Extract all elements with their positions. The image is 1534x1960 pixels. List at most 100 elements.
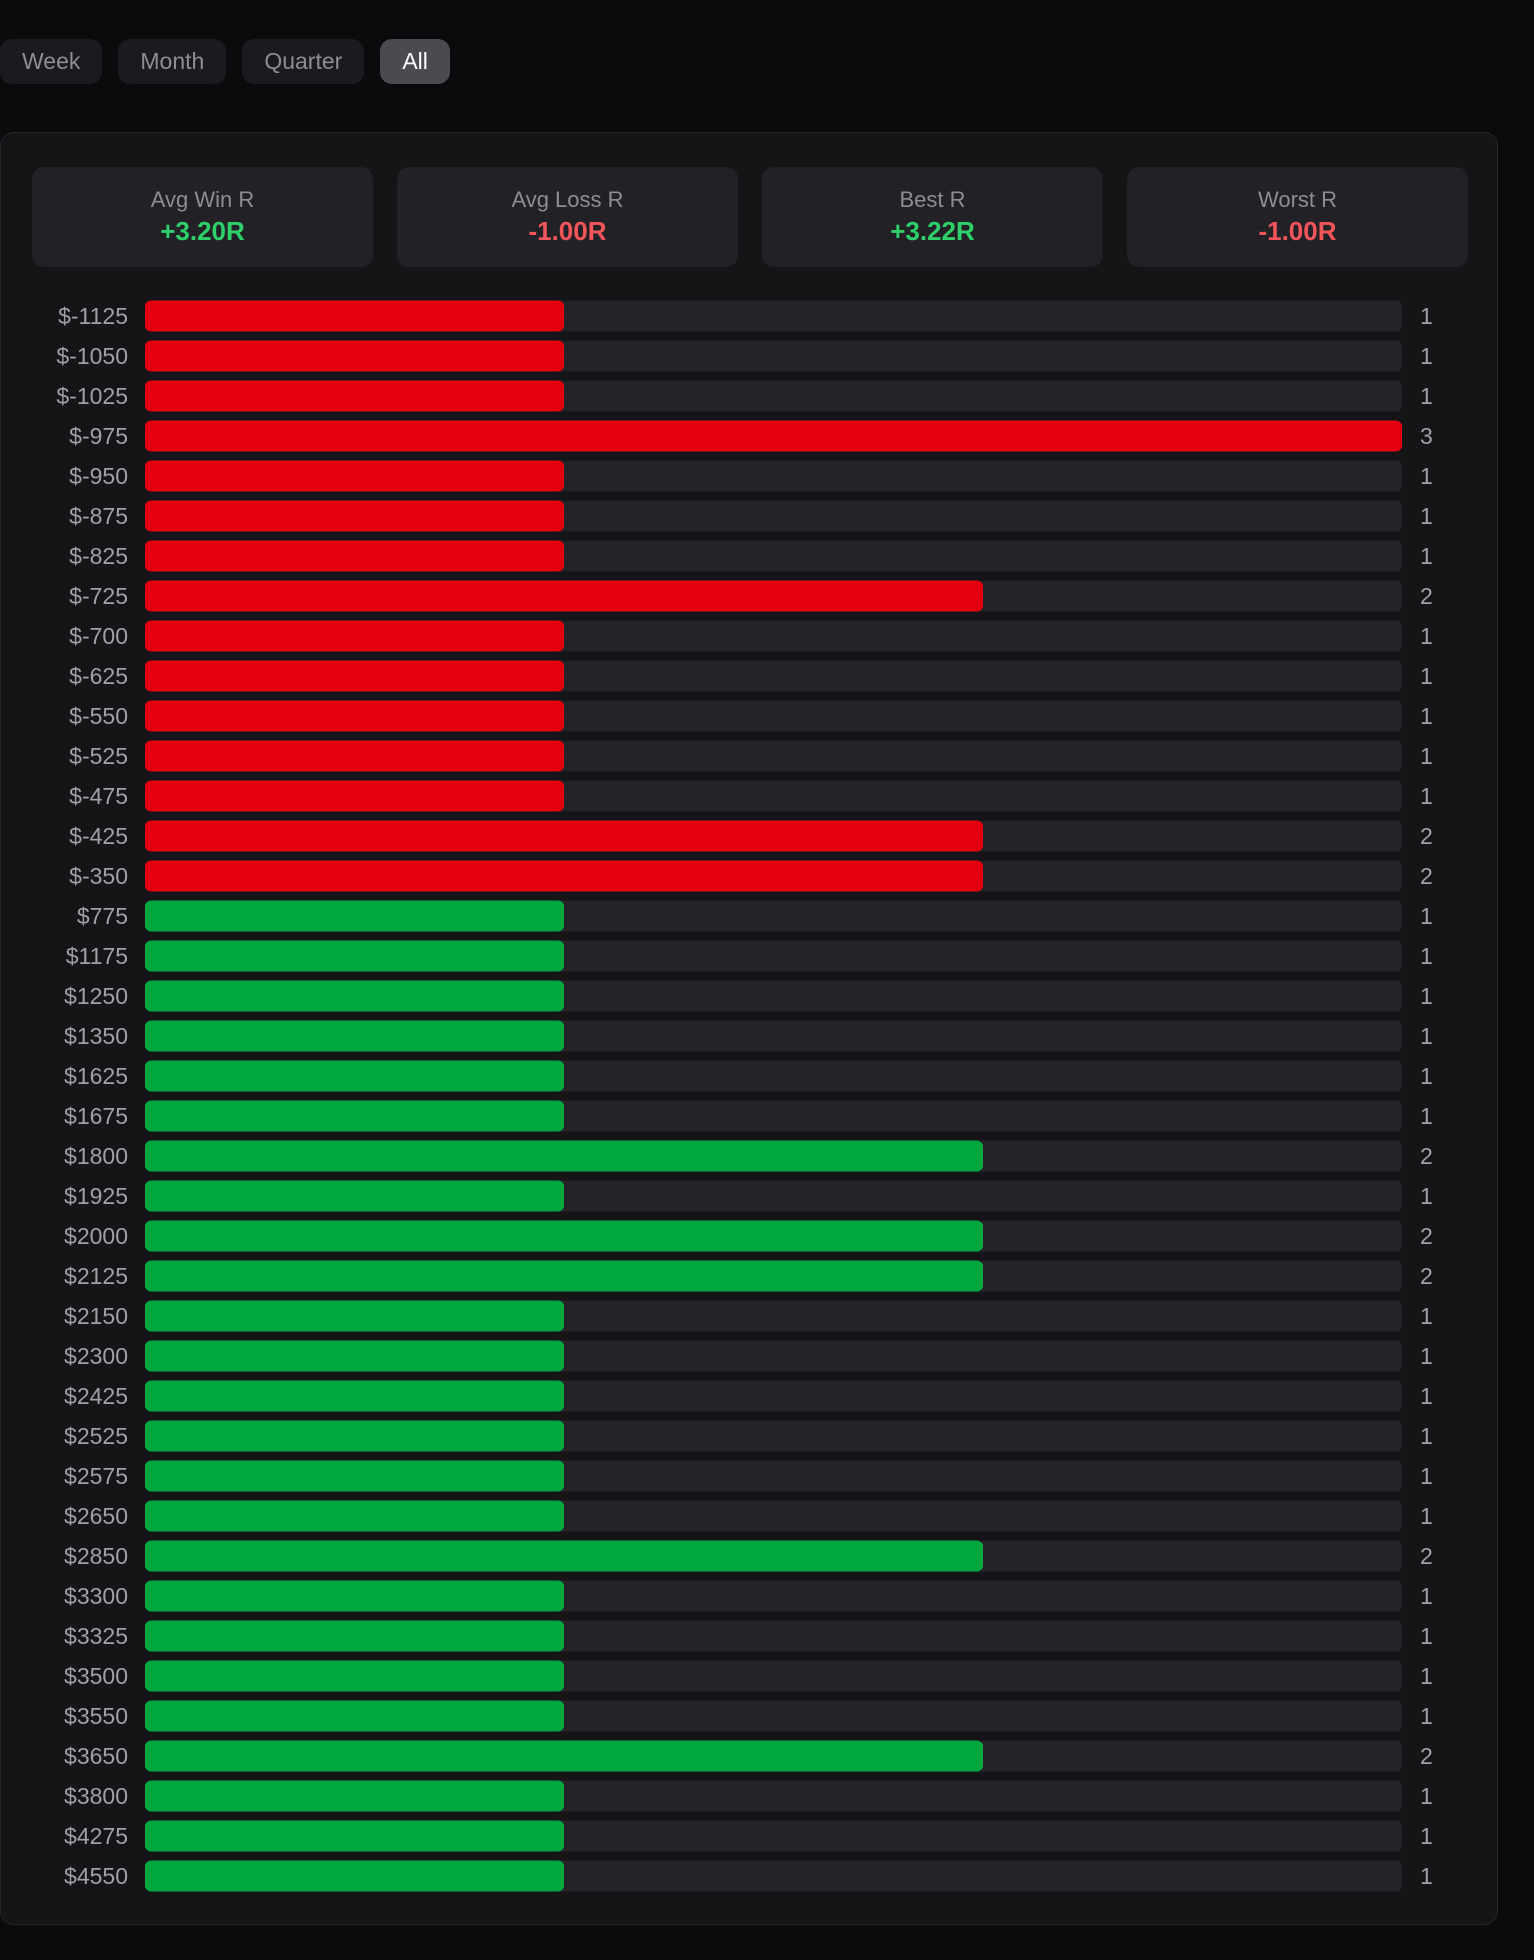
category-label: $-475 (69, 783, 128, 809)
win-bar[interactable] (145, 1580, 564, 1612)
win-bar[interactable] (145, 1140, 983, 1172)
category-label: $-725 (69, 583, 128, 609)
category-label: $2300 (64, 1343, 128, 1369)
loss-bar[interactable] (145, 860, 983, 892)
pnl-distribution-chart: $-1125 1 $-1050 1 $-1025 1 $-975 3 $-950 1 $-875 1 $… (56, 300, 1433, 1892)
loss-bar[interactable] (145, 300, 564, 332)
count-label: 1 (1420, 1783, 1433, 1809)
distribution-panel: Avg Win R +3.20R Avg Loss R -1.00R Best … (0, 132, 1498, 1925)
tab-quarter[interactable]: Quarter (242, 39, 365, 84)
loss-bar[interactable] (145, 740, 564, 772)
loss-bar[interactable] (145, 660, 564, 692)
loss-bar[interactable] (145, 780, 564, 812)
count-label: 1 (1420, 623, 1433, 649)
count-label: 1 (1420, 1343, 1433, 1369)
count-label: 3 (1420, 423, 1433, 449)
count-label: 1 (1420, 1303, 1433, 1329)
loss-bar[interactable] (145, 700, 564, 732)
win-bar[interactable] (145, 980, 564, 1012)
loss-bar[interactable] (145, 380, 564, 412)
loss-bar[interactable] (145, 460, 564, 492)
win-bar[interactable] (145, 1220, 983, 1252)
count-label: 1 (1420, 703, 1433, 729)
stat-value: +3.20R (160, 216, 245, 246)
win-bar[interactable] (145, 1260, 983, 1292)
category-label: $2650 (64, 1503, 128, 1529)
loss-bar[interactable] (145, 820, 983, 852)
win-bar[interactable] (145, 940, 564, 972)
category-label: $1625 (64, 1063, 128, 1089)
loss-bar[interactable] (145, 580, 983, 612)
category-label: $1175 (66, 943, 128, 969)
count-label: 1 (1420, 1823, 1433, 1849)
win-bar[interactable] (145, 1620, 564, 1652)
category-label: $4550 (64, 1863, 128, 1889)
category-label: $-550 (69, 703, 128, 729)
tab-all[interactable]: All (380, 39, 450, 84)
category-label: $-1050 (56, 343, 128, 369)
win-bar[interactable] (145, 1300, 564, 1332)
tab-week[interactable]: Week (0, 39, 103, 84)
category-label: $-825 (69, 543, 128, 569)
win-bar[interactable] (145, 1500, 564, 1532)
category-label: $1675 (64, 1103, 128, 1129)
count-label: 1 (1420, 1623, 1433, 1649)
win-bar[interactable] (145, 900, 564, 932)
win-bar[interactable] (145, 1180, 564, 1212)
count-label: 2 (1420, 1263, 1433, 1289)
count-label: 1 (1420, 303, 1433, 329)
win-bar[interactable] (145, 1420, 564, 1452)
category-label: $1925 (64, 1183, 128, 1209)
category-label: $-425 (69, 823, 128, 849)
loss-bar[interactable] (145, 340, 564, 372)
win-bar[interactable] (145, 1780, 564, 1812)
count-label: 1 (1420, 383, 1433, 409)
stat-card-worst: Worst R -1.00R (1127, 167, 1468, 267)
loss-bar[interactable] (145, 620, 564, 652)
count-label: 1 (1420, 1183, 1433, 1209)
win-bar[interactable] (145, 1060, 564, 1092)
stat-value: +3.22R (890, 216, 975, 246)
stat-label: Best R (899, 187, 966, 212)
category-label: $3800 (64, 1783, 128, 1809)
win-bar[interactable] (145, 1740, 983, 1772)
count-label: 1 (1420, 1663, 1433, 1689)
category-label: $-700 (69, 623, 128, 649)
category-label: $1250 (64, 983, 128, 1009)
stat-label: Avg Win R (150, 187, 255, 212)
win-bar[interactable] (145, 1540, 983, 1572)
win-bar[interactable] (145, 1660, 564, 1692)
category-label: $2150 (64, 1303, 128, 1329)
category-label: $-875 (69, 503, 128, 529)
category-label: $4275 (64, 1823, 128, 1849)
category-label: $3300 (64, 1583, 128, 1609)
count-label: 1 (1420, 943, 1433, 969)
win-bar[interactable] (145, 1700, 564, 1732)
loss-bar[interactable] (145, 500, 564, 532)
count-label: 2 (1420, 583, 1433, 609)
category-label: $-1125 (58, 303, 128, 329)
count-label: 1 (1420, 1423, 1433, 1449)
category-label: $2425 (64, 1383, 128, 1409)
count-label: 1 (1420, 1863, 1433, 1889)
category-label: $2000 (64, 1223, 128, 1249)
category-label: $3325 (64, 1623, 128, 1649)
win-bar[interactable] (145, 1380, 564, 1412)
count-label: 1 (1420, 1023, 1433, 1049)
win-bar[interactable] (145, 1860, 564, 1892)
category-label: $-525 (69, 743, 128, 769)
count-label: 1 (1420, 503, 1433, 529)
count-label: 1 (1420, 1463, 1433, 1489)
win-bar[interactable] (145, 1460, 564, 1492)
win-bar[interactable] (145, 1820, 564, 1852)
count-label: 1 (1420, 1503, 1433, 1529)
count-label: 2 (1420, 1543, 1433, 1569)
tab-month[interactable]: Month (118, 39, 227, 84)
category-label: $-625 (69, 663, 128, 689)
loss-bar[interactable] (145, 540, 564, 572)
category-label: $2125 (64, 1263, 128, 1289)
win-bar[interactable] (145, 1020, 564, 1052)
win-bar[interactable] (145, 1100, 564, 1132)
loss-bar[interactable] (145, 420, 1402, 452)
win-bar[interactable] (145, 1340, 564, 1372)
